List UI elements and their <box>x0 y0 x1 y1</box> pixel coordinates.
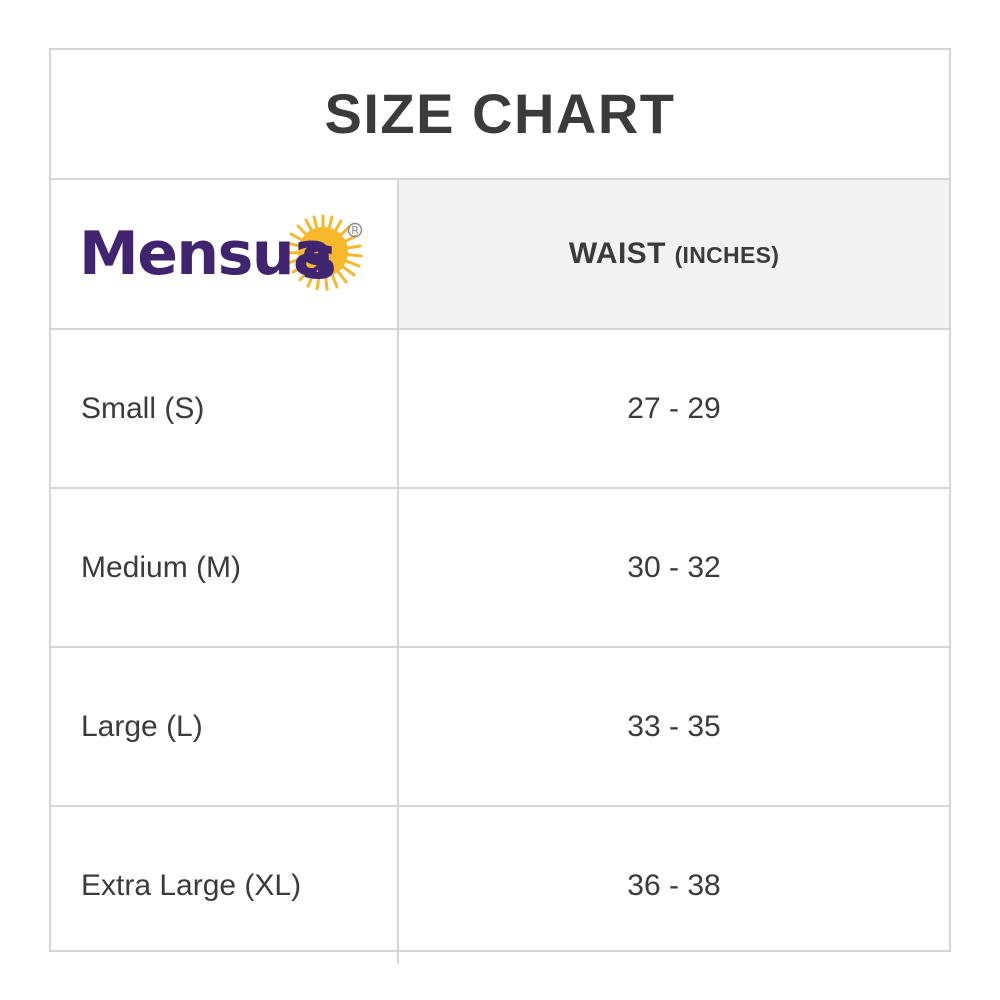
size-label: Small (S) <box>81 391 205 425</box>
waist-value: 27 - 29 <box>627 391 721 425</box>
waist-value: 36 - 38 <box>627 868 721 902</box>
svg-text:R: R <box>351 224 359 237</box>
size-name-cell: Small (S) <box>51 330 399 487</box>
size-label: Large (L) <box>81 709 203 743</box>
waist-value-cell: 27 - 29 <box>399 330 949 487</box>
waist-header-measure: WAIST <box>568 237 666 270</box>
table-row: Large (L) 33 - 35 <box>51 648 949 807</box>
page-title: SIZE CHART <box>324 82 676 145</box>
brand-wordmark: Mensua <box>79 219 332 289</box>
table-row: Small (S) 27 - 29 <box>51 330 949 489</box>
size-name-cell: Large (L) <box>51 648 399 805</box>
brand-logo-cell: Mensua s R <box>51 180 399 328</box>
sunburst-icon <box>284 214 363 291</box>
waist-value-cell: 33 - 35 <box>399 648 949 805</box>
size-label: Extra Large (XL) <box>81 868 302 902</box>
waist-value-cell: 36 - 38 <box>399 807 949 964</box>
table-row: Extra Large (XL) 36 - 38 <box>51 807 949 964</box>
mensuas-logo: Mensua s R <box>79 208 379 300</box>
table-row: Medium (M) 30 - 32 <box>51 489 949 648</box>
size-name-cell: Medium (M) <box>51 489 399 646</box>
waist-value: 33 - 35 <box>627 709 721 743</box>
waist-value: 30 - 32 <box>627 550 721 584</box>
registered-trademark-icon: R <box>347 222 363 238</box>
size-chart-table: SIZE CHART <box>49 48 951 964</box>
size-name-cell: Extra Large (XL) <box>51 807 399 964</box>
waist-header-cell: WAIST (INCHES) <box>399 180 949 328</box>
brand-wordmark-s: s <box>301 223 337 293</box>
waist-header-unit: (INCHES) <box>674 242 780 268</box>
waist-header-label: WAIST (INCHES) <box>569 237 779 271</box>
waist-value-cell: 30 - 32 <box>399 489 949 646</box>
size-label: Medium (M) <box>81 550 242 584</box>
table-header-row: Mensua s R WAIST (INCHES) <box>51 180 949 330</box>
table-title-row: SIZE CHART <box>51 50 949 180</box>
